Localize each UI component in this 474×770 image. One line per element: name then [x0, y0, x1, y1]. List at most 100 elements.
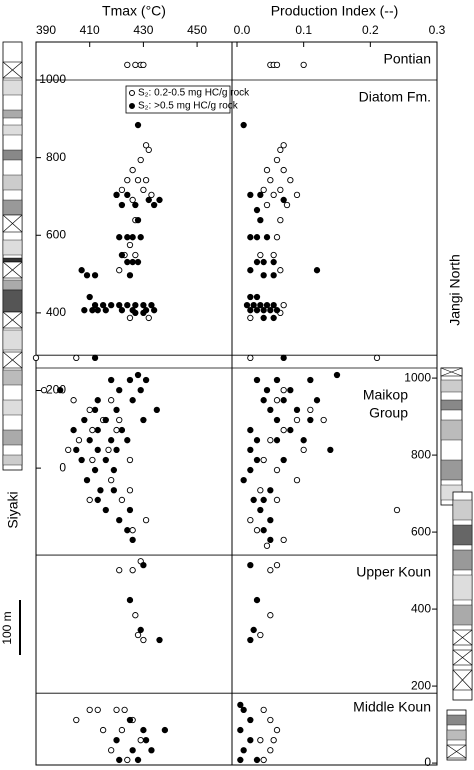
- x-tick-label: 390: [36, 23, 56, 37]
- data-point: [102, 456, 109, 464]
- data-point: [86, 293, 93, 301]
- data-point: [253, 258, 261, 266]
- data-point: [257, 251, 264, 259]
- data-point: [253, 437, 261, 444]
- y-tick-label: 1000: [39, 72, 66, 86]
- data-point: [99, 726, 107, 734]
- strat-band: [2, 399, 23, 416]
- data-point: [300, 61, 307, 69]
- data-point: [263, 386, 271, 394]
- data-point: [102, 416, 109, 424]
- data-point: [253, 756, 261, 764]
- data-point: [280, 426, 287, 434]
- strat-band: [2, 199, 23, 216]
- data-point: [240, 706, 247, 714]
- strat-cross: [446, 744, 467, 759]
- formation-label: Middle Koun: [353, 699, 431, 715]
- data-point: [247, 636, 254, 644]
- data-point: [270, 314, 277, 322]
- x-tick-label: 450: [187, 23, 207, 37]
- legend-label: S₂: >0.5 mg HC/g rock: [138, 101, 239, 112]
- data-point: [293, 416, 301, 424]
- data-point: [137, 737, 144, 744]
- data-point: [129, 196, 136, 204]
- data-point: [280, 386, 287, 394]
- data-point: [273, 156, 281, 164]
- data-point: [126, 314, 134, 322]
- data-point: [118, 426, 126, 434]
- data-point: [142, 142, 150, 149]
- strat-band: [2, 454, 23, 466]
- data-point: [253, 527, 261, 534]
- formation-label: Diatom Fm.: [359, 89, 431, 105]
- scale-label: 100 m: [0, 611, 14, 644]
- data-point: [124, 177, 131, 184]
- data-point: [78, 267, 85, 274]
- data-point: [247, 737, 254, 744]
- data-point: [99, 301, 107, 309]
- data-point: [86, 496, 93, 504]
- strat-cross: [2, 351, 23, 369]
- data-point: [253, 293, 261, 301]
- strat-cross: [452, 669, 473, 691]
- data-point: [97, 487, 104, 494]
- data-point: [247, 293, 254, 301]
- data-point: [142, 737, 150, 744]
- data-point: [86, 437, 93, 444]
- data-point: [253, 376, 261, 384]
- data-point: [132, 201, 139, 209]
- strat-cross: [2, 61, 23, 79]
- data-point: [267, 307, 274, 314]
- data-point: [280, 166, 287, 174]
- data-point: [126, 716, 134, 724]
- data-point: [257, 737, 264, 744]
- data-point: [237, 756, 244, 764]
- data-point: [273, 437, 281, 444]
- section-label: Jangi North: [447, 254, 463, 326]
- data-point: [118, 496, 126, 504]
- data-point: [247, 234, 254, 241]
- data-point: [116, 234, 123, 241]
- data-point: [270, 258, 277, 266]
- data-point: [116, 756, 123, 764]
- data-point: [140, 186, 147, 194]
- data-point: [129, 567, 136, 574]
- data-point: [137, 626, 144, 634]
- data-point: [300, 446, 307, 454]
- data-point: [320, 416, 327, 424]
- data-point: [250, 301, 257, 309]
- data-point: [257, 631, 264, 639]
- legend: S₂: 0.2-0.5 mg HC/g rock S₂: >0.5 mg HC/g…: [125, 85, 250, 114]
- data-point: [277, 186, 284, 194]
- data-point: [253, 596, 261, 604]
- data-point: [161, 726, 169, 734]
- data-point: [142, 376, 150, 384]
- data-point: [132, 251, 139, 259]
- data-point: [293, 191, 301, 199]
- data-point: [260, 397, 267, 404]
- y-tick-label: 0: [59, 460, 66, 474]
- data-point: [270, 191, 277, 199]
- data-point: [267, 536, 274, 544]
- data-point: [94, 307, 101, 314]
- data-point: [267, 516, 274, 524]
- data-point: [267, 567, 274, 574]
- data-point: [124, 756, 131, 764]
- data-point: [73, 446, 80, 454]
- data-point: [132, 309, 139, 317]
- strat-band: [2, 279, 23, 291]
- strat-band: [440, 399, 463, 411]
- data-point: [267, 716, 274, 724]
- data-point: [263, 301, 271, 309]
- data-point: [129, 527, 136, 534]
- data-point: [270, 272, 277, 279]
- data-point: [126, 487, 134, 494]
- strat-band: [2, 289, 23, 313]
- x-tick-label: 410: [80, 23, 100, 37]
- data-point: [277, 216, 284, 224]
- data-point: [313, 397, 321, 404]
- data-point: [126, 376, 134, 384]
- data-point: [293, 476, 301, 484]
- data-point: [40, 386, 48, 394]
